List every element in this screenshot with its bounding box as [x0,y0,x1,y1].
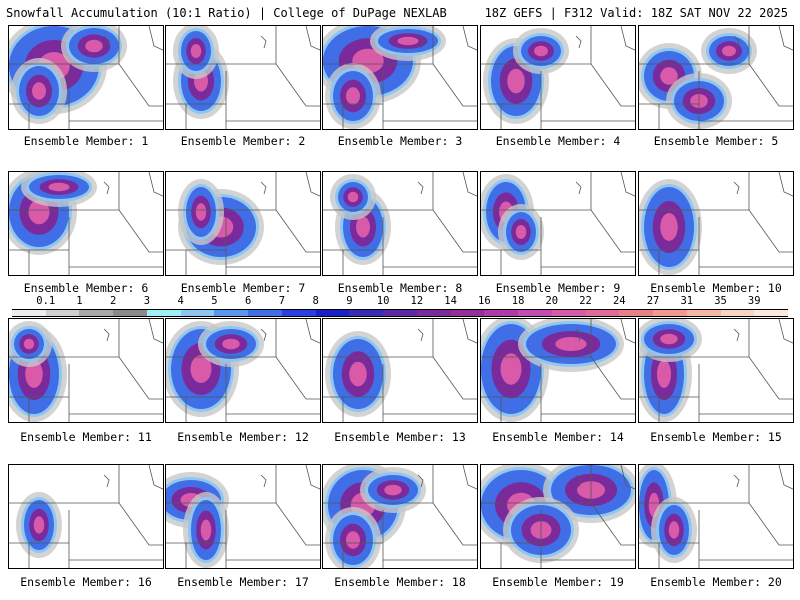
ensemble-member-map [322,171,478,276]
scale-swatch [450,309,485,317]
scale-swatch [79,309,114,317]
scale-swatch [214,309,249,317]
ensemble-member-map [322,25,478,130]
scale-swatch [518,309,553,317]
scale-swatch [416,309,452,317]
ensemble-member-label: Ensemble Member: 9 [495,281,621,295]
scale-label: 22 [579,295,592,307]
scale-label: 16 [478,295,491,307]
ensemble-member-map [165,25,321,130]
ensemble-member-map [638,25,794,130]
ensemble-member-label: Ensemble Member: 20 [650,575,782,589]
scale-label: 12 [410,295,424,307]
ensemble-member-map [8,25,164,130]
ensemble-member-map [480,25,636,130]
scale-label: 35 [714,295,727,307]
ensemble-member-label: Ensemble Member: 14 [492,430,624,444]
scale-swatch [686,309,722,317]
scale-swatch [248,309,283,317]
scale-label: 5 [211,295,218,307]
ensemble-member-map [165,464,321,569]
scale-swatch [754,309,789,317]
scale-label: 7 [278,295,286,307]
ensemble-member-label: Ensemble Member: 8 [337,281,463,295]
scale-label: 10 [376,295,390,307]
scale-label: 14 [444,295,457,307]
ensemble-member-label: Ensemble Member: 13 [334,430,466,444]
scale-label: 31 [680,295,694,307]
ensemble-member-label: Ensemble Member: 17 [177,575,309,589]
ensemble-member-label: Ensemble Member: 4 [495,134,621,148]
ensemble-member-label: Ensemble Member: 2 [180,134,306,148]
scale-label: 27 [646,295,660,307]
ensemble-member-label: Ensemble Member: 7 [180,281,306,295]
ensemble-member-label: Ensemble Member: 3 [337,134,463,148]
ensemble-member-label: Ensemble Member: 10 [650,281,782,295]
scale-swatch [484,309,519,317]
ensemble-member-map [480,171,636,276]
scale-label: 2 [110,295,117,307]
ensemble-member-label: Ensemble Member: 5 [653,134,779,148]
scale-swatch [281,309,317,317]
ensemble-member-label: Ensemble Member: 15 [650,430,782,444]
ensemble-member-map [322,318,478,423]
scale-label: 3 [143,295,151,307]
scale-swatch [12,309,47,317]
ensemble-member-label: Ensemble Member: 11 [20,430,152,444]
ensemble-member-label: Ensemble Member: 12 [177,430,309,444]
map-title: Snowfall Accumulation (10:1 Ratio) | Col… [6,6,447,20]
ensemble-member-map [322,464,478,569]
scale-swatch [349,309,384,317]
scale-swatch [720,309,755,317]
scale-swatch [180,309,215,317]
ensemble-member-map [480,464,636,569]
ensemble-member-label: Ensemble Member: 19 [492,575,624,589]
ensemble-member-map [638,171,794,276]
ensemble-member-map [638,318,794,423]
scale-swatch [551,309,587,317]
scale-swatch [315,309,350,317]
ensemble-member-map [165,318,321,423]
scale-swatch [383,309,418,317]
scale-label: 4 [177,295,184,307]
scale-swatch [146,309,182,317]
scale-swatch [585,309,620,317]
scale-swatch [45,309,80,317]
scale-label: 24 [612,295,626,307]
scale-label: 8 [312,295,319,307]
ensemble-member-map [8,171,164,276]
ensemble-member-map [8,318,164,423]
ensemble-member-label: Ensemble Member: 1 [23,134,149,148]
ensemble-member-map [8,464,164,569]
scale-swatch [653,309,688,317]
ensemble-member-map [165,171,321,276]
ensemble-member-label: Ensemble Member: 18 [334,575,466,589]
scale-label: 0.1 [36,295,56,307]
scale-label: 18 [511,295,525,307]
scale-label: 9 [346,295,353,307]
ensemble-member-label: Ensemble Member: 6 [23,281,149,295]
ensemble-member-map [480,318,636,423]
model-run-info: 18Z GEFS | F312 Valid: 18Z SAT NOV 22 20… [484,6,788,20]
ensemble-member-label: Ensemble Member: 16 [20,575,152,589]
scale-label: 39 [747,295,761,307]
scale-label: 20 [545,295,559,307]
scale-label: 1 [76,295,83,307]
scale-swatch [113,309,148,317]
ensemble-member-map [638,464,794,569]
snowfall-color-scale: 0.1 1 2 3 4 5 6 7 8 9 10 12 14 16 18 20 22 24 27 31 35 39 [12,295,789,317]
scale-label: 6 [245,295,252,307]
scale-swatch [619,309,654,317]
